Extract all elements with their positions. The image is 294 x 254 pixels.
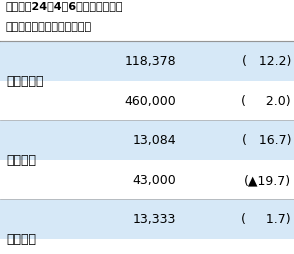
Text: (▲19.7): (▲19.7)	[244, 173, 291, 186]
Bar	[0, 42, 294, 81]
Text: 営業利益: 営業利益	[6, 154, 36, 166]
Text: 売　上　高: 売 上 高	[6, 75, 44, 88]
Text: トヨタの24年4～6月期連結決算と: トヨタの24年4～6月期連結決算と	[6, 1, 123, 11]
Text: 通期見通し（国際会計基準）: 通期見通し（国際会計基準）	[6, 22, 92, 31]
Text: 460,000: 460,000	[125, 94, 176, 107]
Text: 13,333: 13,333	[133, 213, 176, 226]
Text: (▲27.8): (▲27.8)	[244, 252, 291, 254]
Text: 43,000: 43,000	[133, 173, 176, 186]
Text: (   12.2): ( 12.2)	[242, 55, 291, 68]
Text: 35,700: 35,700	[133, 252, 176, 254]
Text: 118,378: 118,378	[125, 55, 176, 68]
Text: (     1.7): ( 1.7)	[241, 213, 291, 226]
Text: (   16.7): ( 16.7)	[242, 134, 291, 147]
Bar	[0, 121, 294, 160]
Text: (     2.0): ( 2.0)	[241, 94, 291, 107]
Text: 当期利益: 当期利益	[6, 232, 36, 245]
Text: 13,084: 13,084	[133, 134, 176, 147]
Bar	[0, 199, 294, 239]
